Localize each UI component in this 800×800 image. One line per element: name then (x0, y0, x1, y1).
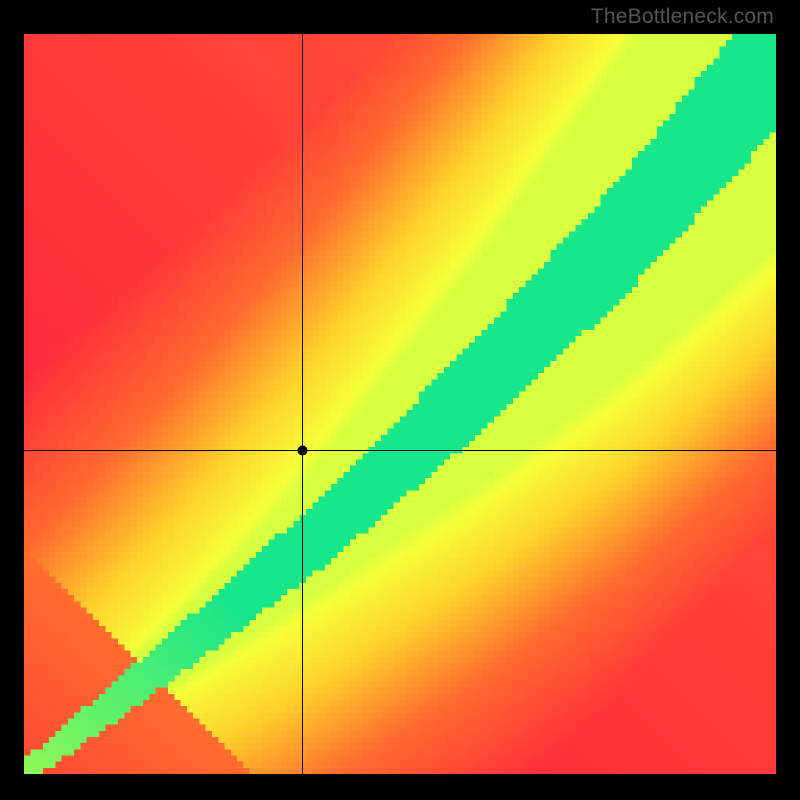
plot-area (24, 34, 776, 774)
crosshair-overlay (24, 34, 776, 774)
watermark-text: TheBottleneck.com (591, 5, 774, 29)
chart-container: TheBottleneck.com (0, 0, 800, 800)
